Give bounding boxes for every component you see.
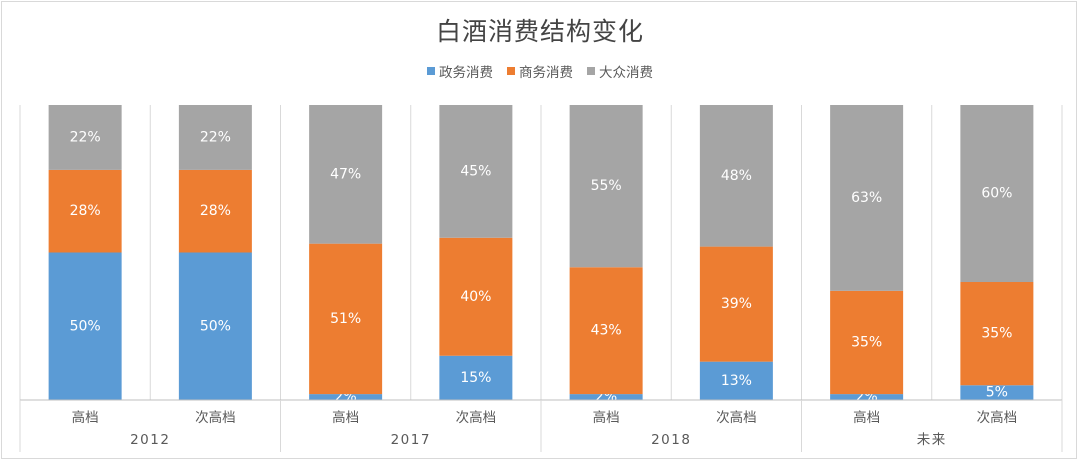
legend-label: 大众消费 <box>599 65 653 81</box>
bar-segment <box>439 237 513 356</box>
bar-segment <box>48 105 122 170</box>
x-group-label: 2017 <box>391 432 431 448</box>
bar-segment <box>439 105 513 238</box>
bar-segment <box>178 169 252 253</box>
bar-segment <box>309 394 383 400</box>
data-label: 5% <box>986 385 1008 401</box>
data-label: 60% <box>981 186 1012 202</box>
data-label: 40% <box>460 289 491 305</box>
x-tick-label: 高档 <box>853 409 880 426</box>
bar-segment <box>699 105 773 247</box>
data-label: 28% <box>200 203 231 219</box>
x-tick-label: 高档 <box>72 409 99 426</box>
bar-segment <box>309 243 383 395</box>
bar-segment <box>960 385 1034 400</box>
data-label: 22% <box>70 129 101 145</box>
x-tick-label: 次高档 <box>977 409 1018 426</box>
legend-swatch <box>587 67 595 75</box>
bar-segment <box>699 361 773 400</box>
data-label: 43% <box>591 323 622 339</box>
data-label: 39% <box>721 296 752 312</box>
bar-segment <box>569 105 643 268</box>
x-tick-label: 高档 <box>332 409 359 426</box>
legend-swatch <box>427 67 435 75</box>
legend-swatch <box>507 67 515 75</box>
x-group-label: 未来 <box>917 432 947 448</box>
x-group-label: 2018 <box>651 432 691 448</box>
data-label: 63% <box>851 190 882 206</box>
chart-title: 白酒消费结构变化 <box>435 17 644 46</box>
legend-item: 商务消费 <box>507 61 573 81</box>
bar-segment <box>439 355 513 400</box>
bar-segment <box>309 105 383 244</box>
bar-segment <box>830 290 904 395</box>
legend-label: 政务消费 <box>439 65 493 81</box>
x-tick-label: 次高档 <box>716 409 757 426</box>
bar-segment <box>48 252 122 400</box>
data-label: 51% <box>330 311 361 327</box>
chart-legend: 政务消费 商务消费 大众消费 <box>0 61 1080 81</box>
legend-item: 大众消费 <box>587 61 653 81</box>
bar-segment <box>830 105 904 291</box>
data-label: 55% <box>591 178 622 194</box>
bar-segment <box>830 394 904 400</box>
bar-segment <box>960 105 1034 282</box>
data-label: 50% <box>200 318 231 334</box>
bar-segment <box>48 169 122 253</box>
bar-segment <box>569 394 643 400</box>
bar-segment <box>699 246 773 362</box>
data-label: 35% <box>981 326 1012 342</box>
legend-label: 商务消费 <box>519 65 573 81</box>
legend-item: 政务消费 <box>427 61 493 81</box>
x-tick-label: 高档 <box>593 409 620 426</box>
data-label: 50% <box>70 318 101 334</box>
bar-segment <box>178 105 252 170</box>
data-label: 47% <box>330 166 361 182</box>
x-tick-label: 次高档 <box>195 409 236 426</box>
bar-segment <box>178 252 252 400</box>
data-label: 15% <box>460 370 491 386</box>
bar-segment <box>569 267 643 395</box>
bar-segment <box>960 282 1034 386</box>
x-group-label: 2012 <box>130 432 170 448</box>
x-tick-label: 次高档 <box>456 409 497 426</box>
data-label: 48% <box>721 168 752 184</box>
data-label: 22% <box>200 129 231 145</box>
data-label: 35% <box>851 334 882 350</box>
data-label: 45% <box>460 163 491 179</box>
data-label: 28% <box>70 203 101 219</box>
data-label: 13% <box>721 373 752 389</box>
